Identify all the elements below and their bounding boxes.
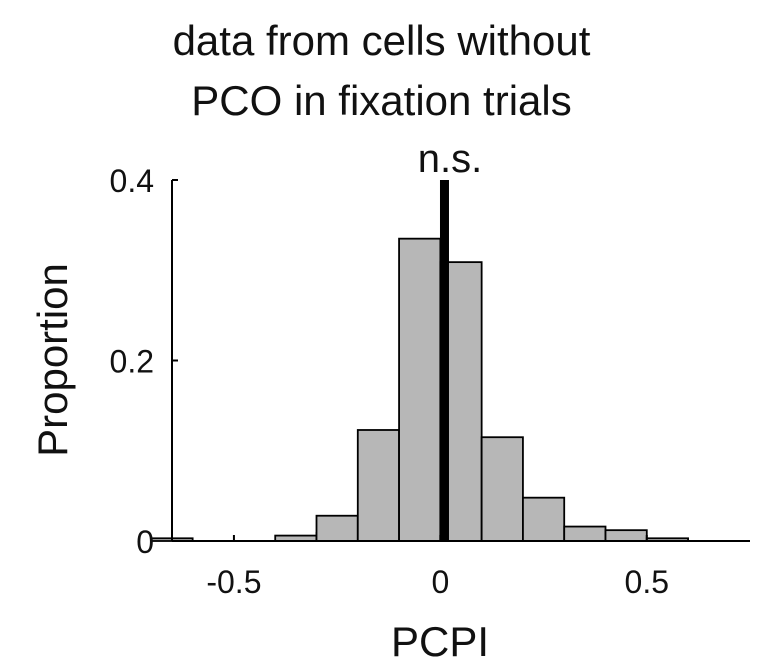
- significance-annotation: n.s.: [417, 137, 483, 181]
- histogram-bar-8: [522, 496, 566, 542]
- y-tick-label: 0.4: [110, 163, 154, 199]
- x-ticks-group: -0.5 0 0.5: [206, 535, 669, 600]
- histogram-bar-9: [563, 525, 607, 542]
- histogram-bar-10: [604, 529, 648, 542]
- histogram-bar-7: [480, 436, 524, 542]
- x-tick-label: -0.5: [206, 564, 261, 600]
- histogram-bar-4: [356, 429, 400, 542]
- x-axis-label: PCPI: [390, 618, 490, 665]
- chart-title-line-2: PCO in fixation trials: [191, 77, 572, 124]
- chart-title-line-1: data from cells without: [172, 17, 591, 64]
- x-tick-label: 0.5: [625, 564, 669, 600]
- histogram-bar-5: [398, 237, 442, 542]
- x-tick-label: 0: [431, 564, 449, 600]
- y-tick-label: 0.2: [110, 344, 154, 380]
- y-tick-label: 0: [136, 524, 154, 560]
- y-ticks-group: 0 0.2 0.4: [110, 163, 178, 560]
- histogram-bar-3: [315, 514, 359, 542]
- bars-group: [150, 237, 689, 542]
